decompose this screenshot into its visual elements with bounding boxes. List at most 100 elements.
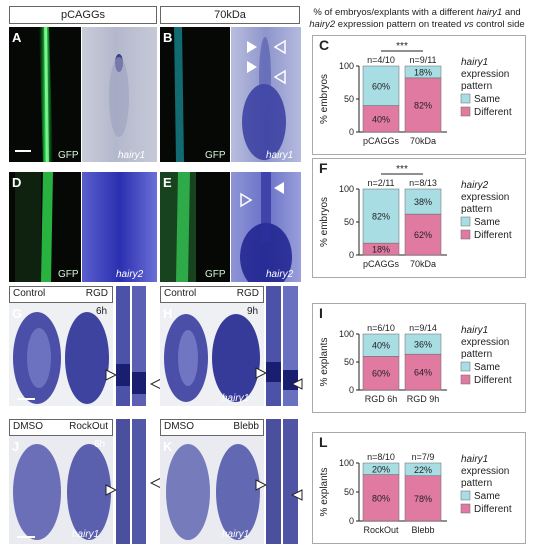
- panel-a-gfp-image: [9, 27, 81, 162]
- note-vs: vs: [464, 19, 474, 30]
- panel-k-image: [160, 436, 264, 544]
- y-tick-label: 50: [344, 357, 354, 367]
- y-tick-label: 100: [339, 61, 354, 71]
- treat-text-j: RockOut: [69, 421, 108, 432]
- chart-c-svg: C% embryos05010040%60%n=4/10pCAGGs82%18%…: [313, 36, 525, 154]
- legend-label-different: Different: [474, 107, 512, 118]
- x-tick-label: RGD 6h: [365, 394, 398, 404]
- legend-swatch-same: [461, 362, 470, 371]
- panel-label-k: K: [163, 439, 172, 454]
- legend-swatch-same: [461, 491, 470, 500]
- panel-e-hairy2-image: [231, 172, 301, 282]
- bar-value-label: 60%: [372, 81, 390, 91]
- bar-value-label: 20%: [372, 464, 390, 474]
- treat-text-h: RGD: [237, 288, 259, 299]
- panel-j-strip-image: [116, 419, 148, 544]
- legend-line-3: pattern: [461, 204, 492, 215]
- legend-label-same: Same: [474, 217, 501, 228]
- legend-gene: hairy1: [461, 57, 488, 68]
- n-label: n=9/11: [409, 55, 436, 65]
- panel-label-j: J: [12, 439, 19, 454]
- arrowhead-j-left: [105, 483, 117, 501]
- legend-swatch-different: [461, 230, 470, 239]
- header-70kda-text: 70kDa: [214, 9, 246, 21]
- n-label: n=8/10: [367, 452, 395, 462]
- gene-label-e: hairy2: [266, 269, 293, 280]
- chart-c: C% embryos05010040%60%n=4/10pCAGGs82%18%…: [312, 35, 526, 155]
- arrowhead-h-left: [255, 366, 267, 384]
- panel-d-hairy2-image: [82, 172, 157, 282]
- legend-label-different: Different: [474, 375, 512, 386]
- note-text-3: expression pattern on treated: [335, 19, 464, 30]
- panel-label-f: F: [319, 160, 328, 176]
- figure-note: % of embryos/explants with a different h…: [302, 7, 532, 31]
- control-text-h: Control: [164, 288, 196, 299]
- x-tick-label: pCAGGs: [363, 136, 400, 146]
- panel-label-c: C: [319, 37, 329, 53]
- n-label: n=2/11: [367, 178, 394, 188]
- gene-label-b: hairy1: [266, 150, 293, 161]
- legend-line-2: expression: [461, 69, 509, 80]
- panel-label-e: E: [163, 175, 172, 190]
- n-label: n=8/13: [409, 178, 437, 188]
- gfp-stripe-a: [9, 27, 81, 162]
- gfp-label-e: GFP: [205, 269, 226, 280]
- legend-line-2: expression: [461, 466, 509, 477]
- n-label: n=4/10: [367, 55, 395, 65]
- time-label-j: 6h: [94, 439, 105, 450]
- legend-line-2: expression: [461, 337, 509, 348]
- bar-value-label: 22%: [414, 465, 432, 475]
- legend-line-3: pattern: [461, 81, 492, 92]
- treat-text-k: Blebb: [233, 421, 259, 432]
- panel-a-hairy1-image: [82, 27, 157, 162]
- panel-k-strip-image: [266, 419, 300, 544]
- chart-i: I% explants05010060%40%n=6/10RGD 6h64%36…: [312, 303, 526, 413]
- bar-value-label: 40%: [372, 114, 390, 124]
- chart-i-svg: I% explants05010060%40%n=6/10RGD 6h64%36…: [313, 304, 525, 412]
- legend-gene: hairy1: [461, 454, 488, 465]
- control-text-g: Control: [13, 288, 45, 299]
- arrowhead-g-left: [105, 368, 117, 386]
- treat-text-g: RGD: [86, 288, 108, 299]
- note-text-1: % of embryos/explants with a different: [313, 7, 476, 18]
- gene-label-j: hairy1: [72, 529, 99, 540]
- panel-j-image: [9, 436, 113, 544]
- y-tick-label: 100: [339, 184, 354, 194]
- legend-swatch-same: [461, 217, 470, 226]
- gene-label-d: hairy2: [116, 269, 143, 280]
- panel-h-image: [160, 303, 264, 406]
- gene-label-h: hairy1: [222, 393, 249, 404]
- panel-label-i: I: [319, 305, 323, 321]
- x-tick-label: RGD 9h: [407, 394, 440, 404]
- x-tick-label: pCAGGs: [363, 259, 400, 269]
- note-gene-1: hairy1: [476, 7, 502, 18]
- panel-g-strip-image: [116, 286, 148, 406]
- legend-line-3: pattern: [461, 478, 492, 489]
- legend-line-2: expression: [461, 192, 509, 203]
- n-label: n=6/10: [367, 323, 395, 333]
- control-text-j: DMSO: [13, 421, 43, 432]
- panel-label-b: B: [163, 30, 172, 45]
- legend-label-same: Same: [474, 362, 501, 373]
- legend-swatch-different: [461, 504, 470, 513]
- gfp-label-d: GFP: [58, 269, 79, 280]
- legend-label-same: Same: [474, 491, 501, 502]
- chart-f-svg: F% embryos05010018%82%n=2/11pCAGGs62%38%…: [313, 159, 525, 277]
- n-label: n=9/14: [409, 323, 437, 333]
- significance-stars: ***: [396, 164, 408, 175]
- y-tick-label: 0: [349, 385, 354, 395]
- gene-label-k: hairy1: [222, 529, 249, 540]
- y-tick-label: 50: [344, 217, 354, 227]
- legend-label-different: Different: [474, 504, 512, 515]
- gfp-label-a: GFP: [58, 150, 79, 161]
- bar-value-label: 18%: [414, 67, 432, 77]
- bar-value-label: 78%: [414, 494, 432, 504]
- gfp-label-b: GFP: [205, 150, 226, 161]
- header-pcaggs-text: pCAGGs: [61, 9, 105, 21]
- note-gene-2: hairy2: [309, 19, 335, 30]
- x-tick-label: Blebb: [411, 525, 434, 535]
- x-tick-label: RockOut: [363, 525, 399, 535]
- legend-label-same: Same: [474, 94, 501, 105]
- panel-label-g: G: [12, 306, 22, 321]
- panel-b-hairy1-image: [231, 27, 301, 162]
